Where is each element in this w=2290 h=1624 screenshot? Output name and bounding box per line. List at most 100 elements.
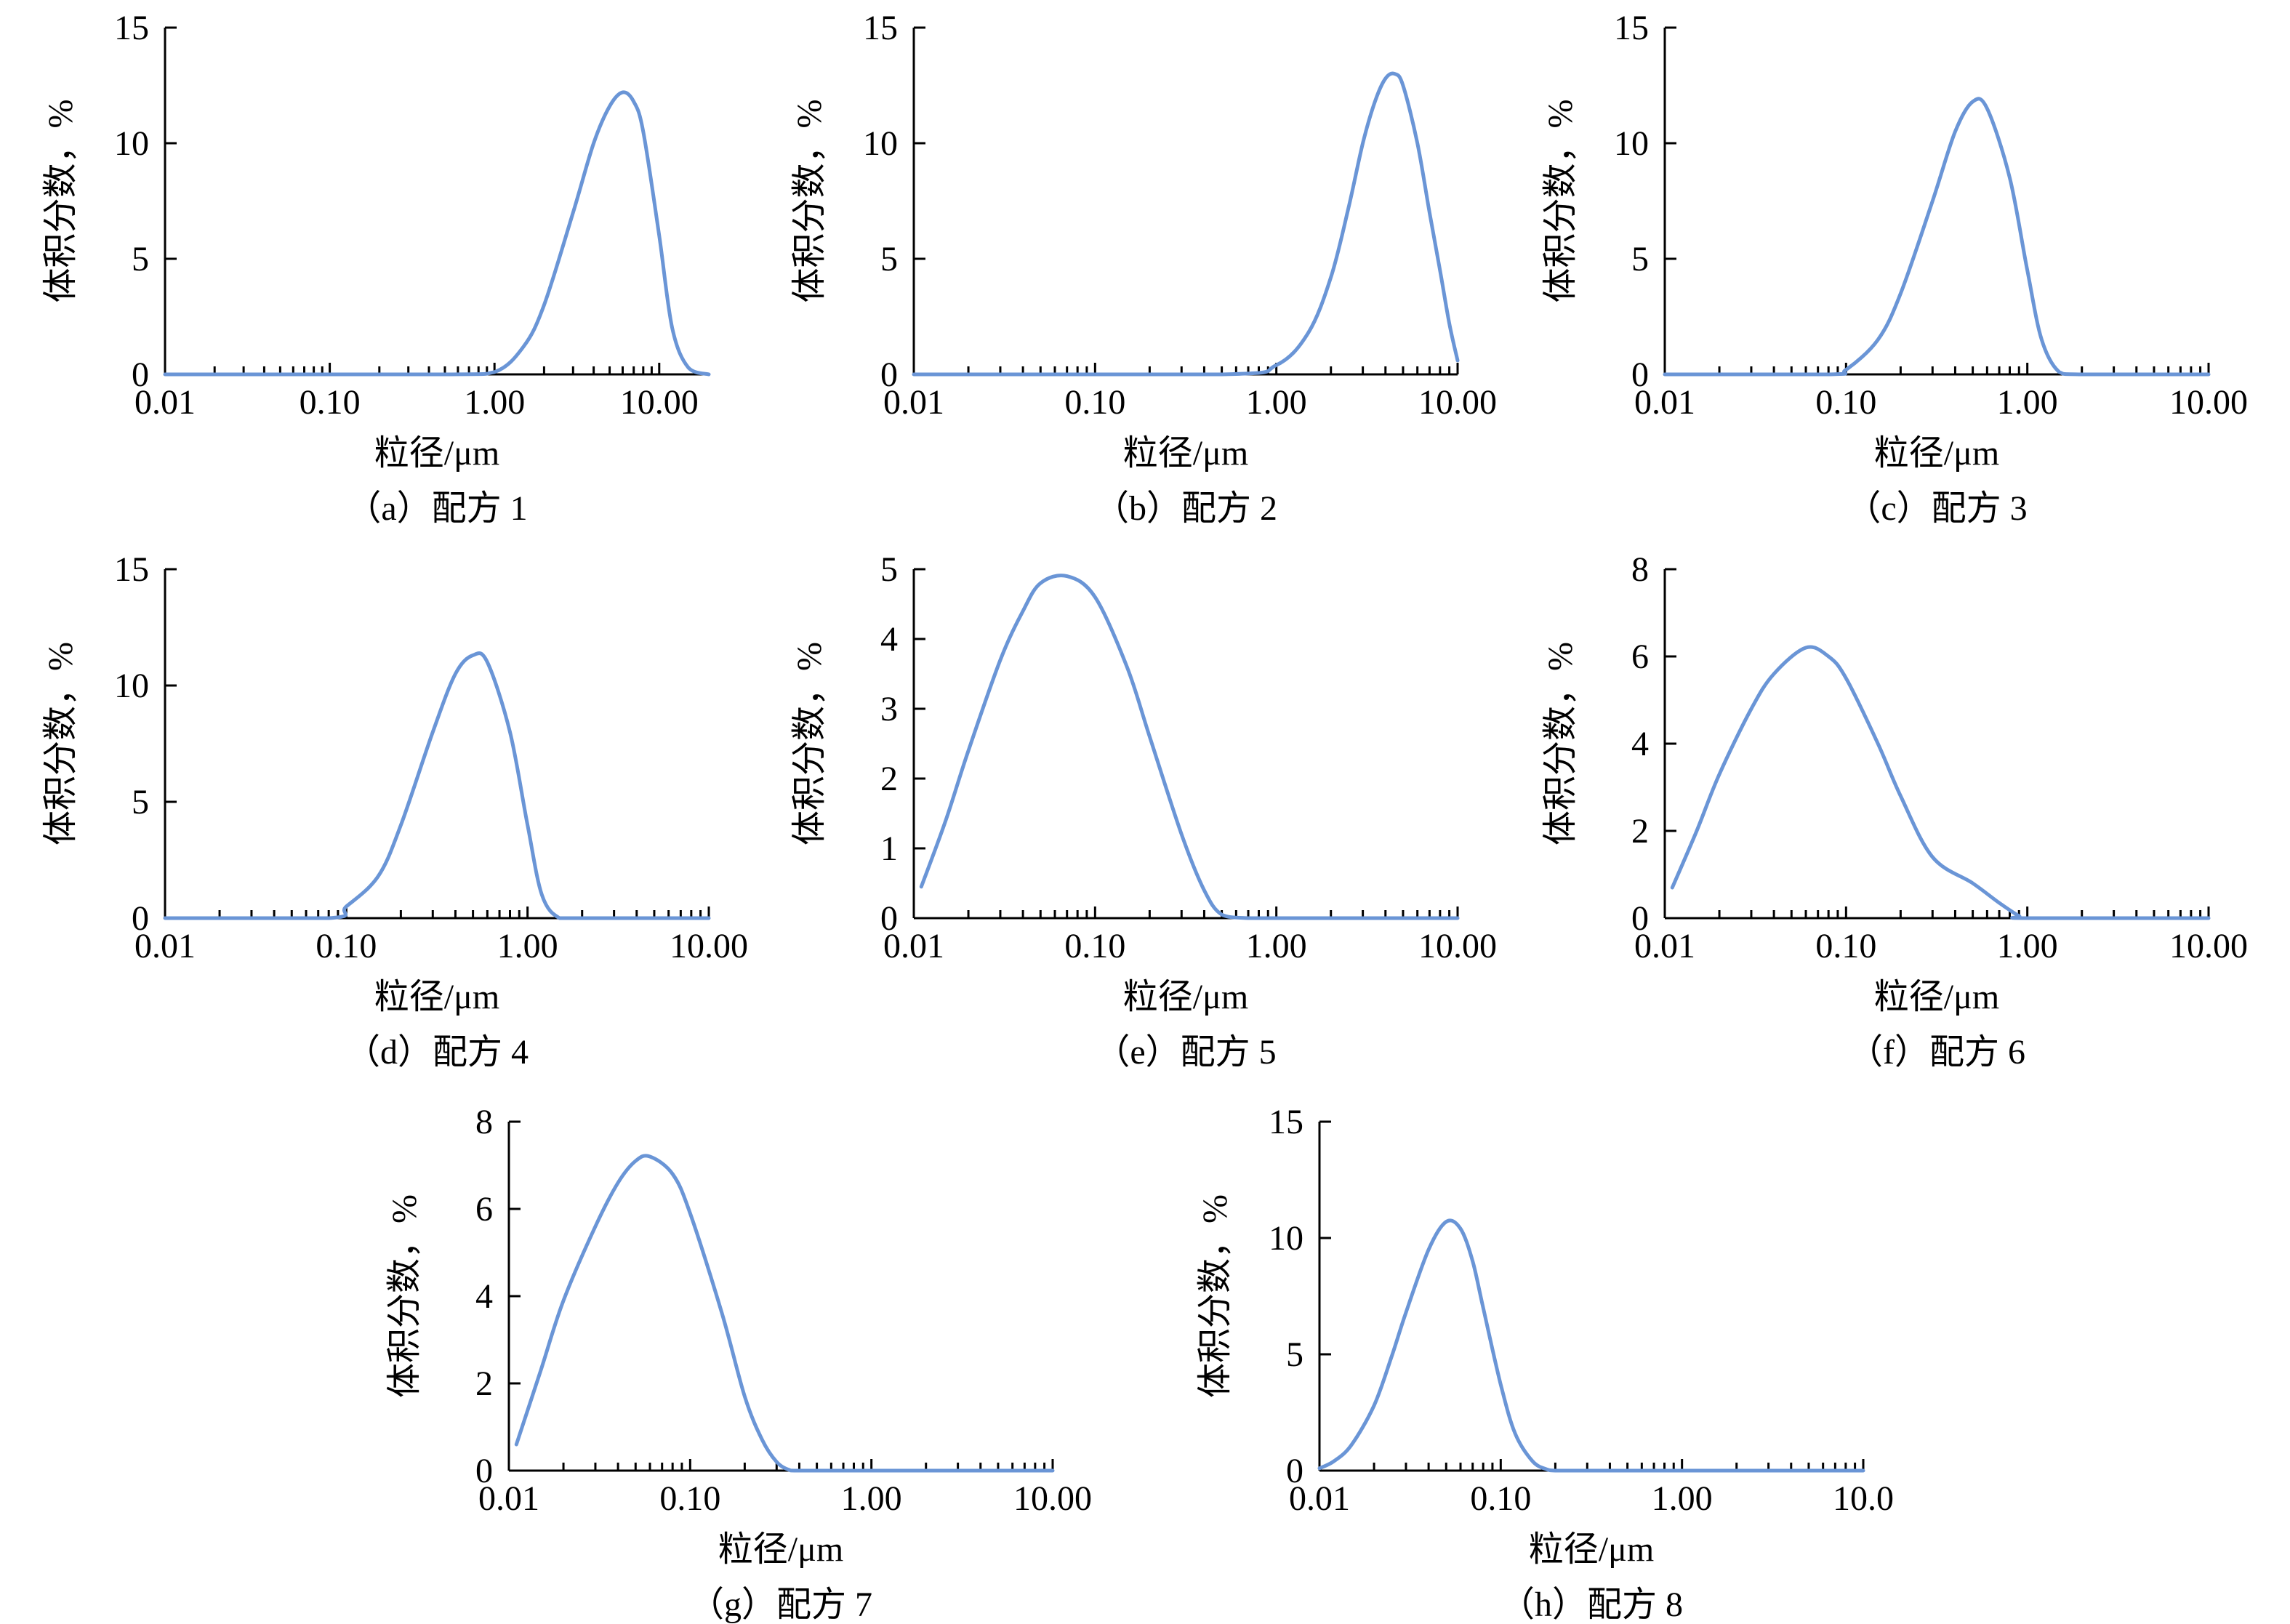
panel-caption: （a）配方 1 xyxy=(346,489,527,528)
y-tick-label: 0 xyxy=(132,899,149,938)
x-tick-label: 0.10 xyxy=(300,383,361,422)
x-tick-label: 1.00 xyxy=(841,1479,902,1518)
series-line xyxy=(163,651,711,920)
panel-caption: （f）配方 6 xyxy=(1848,1033,2025,1072)
y-tick-label: 0 xyxy=(475,1452,493,1490)
series-line xyxy=(912,71,1460,377)
y-tick-label: 8 xyxy=(475,1103,493,1141)
x-tick-label: 0.10 xyxy=(1470,1479,1531,1518)
x-tick-label: 1.00 xyxy=(464,383,525,422)
y-axis-title: 体积分数，% xyxy=(1541,100,1580,303)
x-tick-label: 0.10 xyxy=(659,1479,720,1518)
y-tick-label: 4 xyxy=(880,620,898,659)
x-tick-label: 1.00 xyxy=(1997,927,2058,965)
x-tick-label: 0.01 xyxy=(883,927,944,965)
y-tick-label: 2 xyxy=(475,1364,493,1403)
y-tick-label: 10 xyxy=(114,124,149,163)
x-tick-label: 0.01 xyxy=(1289,1479,1350,1518)
y-tick-label: 5 xyxy=(880,240,898,278)
x-tick-label: 10.00 xyxy=(2169,383,2248,422)
y-tick-label: 2 xyxy=(880,760,898,798)
y-tick-label: 5 xyxy=(132,240,149,278)
y-axis-title: 体积分数，% xyxy=(790,100,829,303)
x-tick-label: 10.00 xyxy=(620,383,699,422)
y-axis-title: 体积分数，% xyxy=(385,1194,424,1398)
y-tick-label: 6 xyxy=(475,1190,493,1229)
x-axis-title: 粒径/μm xyxy=(1874,434,1999,473)
y-tick-label: 4 xyxy=(475,1277,493,1316)
y-tick-label: 0 xyxy=(880,899,898,938)
series-line xyxy=(1670,645,2211,920)
y-tick-label: 15 xyxy=(114,550,149,589)
x-tick-label: 1.00 xyxy=(497,927,558,965)
y-tick-label: 15 xyxy=(1269,1103,1303,1141)
y-axis-title: 体积分数，% xyxy=(790,642,829,845)
chart-panel-c: 0.01 0.10 1.00 10.00 0 5 10 15 粒径/μm 体积分数，% （c）配方 … xyxy=(1541,9,2248,528)
chart-panel-b: 0.01 0.10 1.00 10.00 0 5 10 15 粒径/μm 体积分数，% （b）配方 … xyxy=(790,9,1497,528)
y-axis-title: 体积分数，% xyxy=(1541,642,1580,845)
y-tick-label: 10 xyxy=(1269,1219,1303,1258)
y-tick-label: 0 xyxy=(880,355,898,394)
series-line xyxy=(514,1154,1055,1473)
series-line xyxy=(1317,1218,1865,1473)
chart-panel-h: 0.01 0.10 1.00 10.0 0 5 10 15 粒径/μm 体积分数，% （h）配方 8 xyxy=(1196,1103,1894,1624)
x-tick-label: 1.00 xyxy=(1246,383,1307,422)
x-tick-label: 1.00 xyxy=(1652,1479,1713,1518)
series-line xyxy=(1663,97,2211,377)
y-tick-label: 15 xyxy=(1614,9,1649,47)
x-tick-label: 1.00 xyxy=(1997,383,2058,422)
panel-caption: （h）配方 8 xyxy=(1500,1585,1683,1624)
x-tick-label: 0.10 xyxy=(1815,383,1876,422)
chart-panel-f: 0.01 0.10 1.00 10.00 0 2 4 6 8 粒径/μm 体积分数，% （f）配方 6 xyxy=(1541,550,2248,1072)
chart-panel-a: 0.01 0.10 1.00 10.00 0 5 10 15 粒径/μm 体积分数，% （a）配方 … xyxy=(41,9,711,528)
x-axis-title: 粒径/μm xyxy=(374,978,499,1016)
y-tick-label: 5 xyxy=(1286,1335,1303,1374)
y-tick-label: 0 xyxy=(1631,899,1649,938)
y-axis-title: 体积分数，% xyxy=(41,100,80,303)
y-tick-label: 3 xyxy=(880,690,898,728)
x-tick-label: 0.10 xyxy=(1064,383,1125,422)
x-tick-label: 0.01 xyxy=(478,1479,539,1518)
y-axis-title: 体积分数，% xyxy=(41,642,80,845)
panel-caption: （d）配方 4 xyxy=(345,1033,529,1072)
x-tick-label: 0.01 xyxy=(1634,383,1695,422)
x-tick-label: 10.00 xyxy=(1418,927,1497,965)
x-axis-title: 粒径/μm xyxy=(718,1530,843,1569)
y-tick-label: 0 xyxy=(1631,355,1649,394)
x-tick-label: 1.00 xyxy=(1246,927,1307,965)
x-tick-label: 0.01 xyxy=(134,927,196,965)
x-axis-title: 粒径/μm xyxy=(1529,1530,1654,1569)
panel-caption: （b）配方 2 xyxy=(1094,489,1277,528)
y-tick-label: 10 xyxy=(1614,124,1649,163)
x-tick-label: 10.00 xyxy=(1418,383,1497,422)
chart-panel-g: 0.01 0.10 1.00 10.00 0 2 4 6 8 粒径/μm 体积分数，% （g）配方 7 xyxy=(385,1103,1092,1624)
y-tick-label: 1 xyxy=(880,829,898,868)
y-tick-label: 2 xyxy=(1631,812,1649,851)
panel-caption: （g）配方 7 xyxy=(689,1585,872,1624)
chart-panel-e: 0.01 0.10 1.00 10.00 0 1 2 3 4 5 粒径/μm 体积分数，% （e）配方 … xyxy=(790,550,1497,1072)
y-tick-label: 5 xyxy=(1631,240,1649,278)
y-tick-label: 5 xyxy=(132,783,149,821)
y-tick-label: 8 xyxy=(1631,550,1649,589)
y-tick-label: 6 xyxy=(1631,638,1649,676)
x-tick-label: 10.0 xyxy=(1833,1479,1894,1518)
panel-caption: （c）配方 3 xyxy=(1846,489,2027,528)
x-axis-title: 粒径/μm xyxy=(1874,978,1999,1016)
series-line xyxy=(163,90,711,377)
y-tick-label: 15 xyxy=(863,9,898,47)
x-tick-label: 0.01 xyxy=(134,383,196,422)
y-tick-label: 10 xyxy=(114,667,149,705)
x-tick-label: 0.01 xyxy=(883,383,944,422)
x-tick-label: 10.00 xyxy=(1013,1479,1092,1518)
x-tick-label: 0.10 xyxy=(1064,927,1125,965)
y-axis-title: 体积分数，% xyxy=(1196,1194,1234,1398)
x-tick-label: 10.00 xyxy=(2169,927,2248,965)
x-tick-label: 0.01 xyxy=(1634,927,1695,965)
y-tick-label: 0 xyxy=(1286,1452,1303,1490)
x-axis-title: 粒径/μm xyxy=(1123,434,1248,473)
chart-panel-d: 0.01 0.10 1.00 10.00 0 5 10 15 粒径/μm 体积分数，% （d）配方 … xyxy=(41,550,748,1072)
x-tick-label: 0.10 xyxy=(1815,927,1876,965)
x-tick-label: 0.10 xyxy=(316,927,377,965)
y-tick-label: 4 xyxy=(1631,725,1649,763)
